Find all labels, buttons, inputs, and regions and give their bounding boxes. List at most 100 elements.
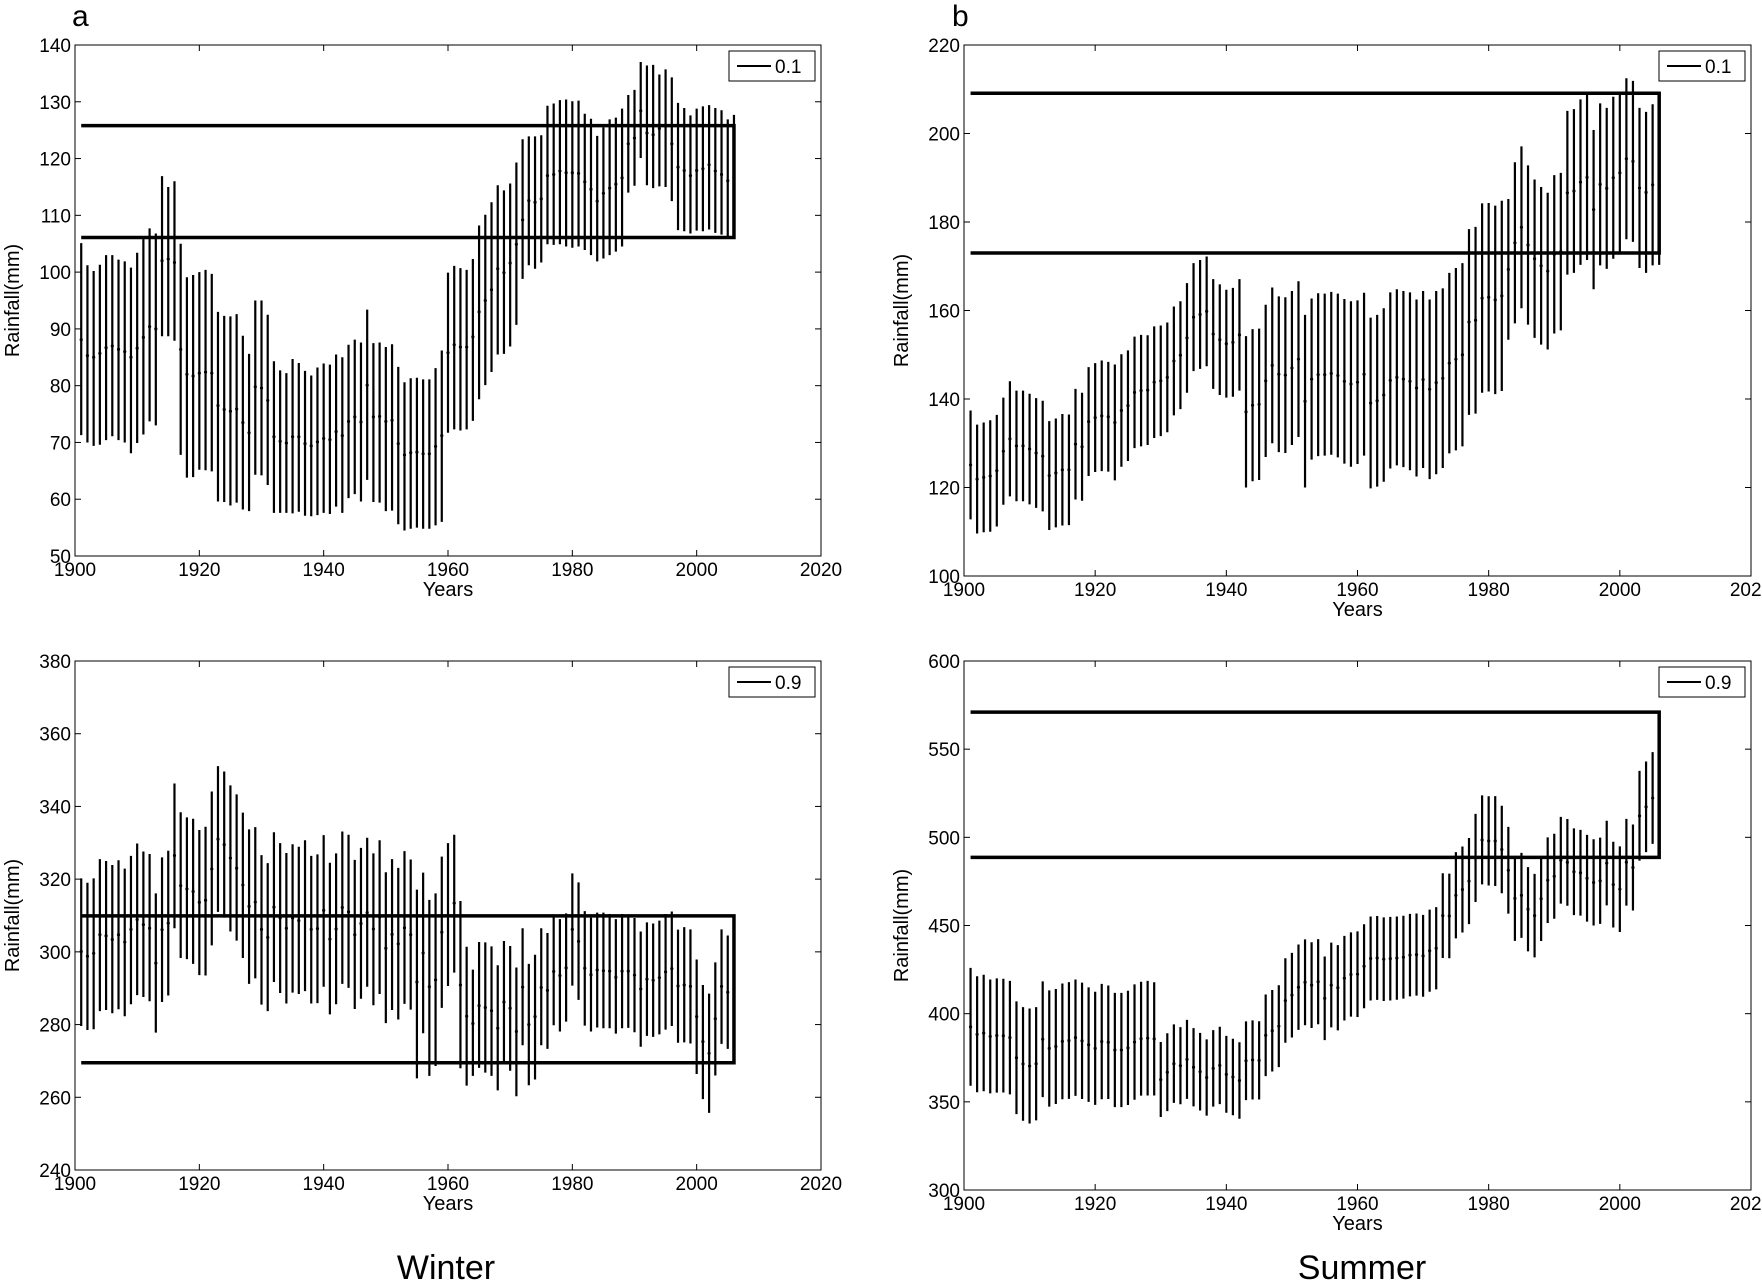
y-tick-label: 300 <box>39 943 71 964</box>
median-point <box>576 939 581 943</box>
median-point <box>1119 1048 1123 1052</box>
median-point <box>1113 1048 1117 1052</box>
median-point <box>216 403 220 408</box>
median-point <box>1014 444 1019 448</box>
median-point <box>1119 408 1123 413</box>
median-point <box>166 921 170 925</box>
y-tick-label: 140 <box>39 36 71 57</box>
median-point <box>471 1021 475 1026</box>
median-point <box>415 450 419 454</box>
median-point <box>645 131 649 135</box>
median-point <box>440 434 444 438</box>
median-point <box>1185 1057 1189 1061</box>
y-tick-label: 100 <box>39 263 71 284</box>
median-point <box>1395 956 1399 960</box>
median-point <box>558 973 562 978</box>
median-point <box>135 346 139 350</box>
median-point <box>1401 377 1406 381</box>
median-point <box>1421 377 1425 382</box>
median-point <box>116 347 121 351</box>
median-point <box>160 259 164 263</box>
x-tick-label: 1920 <box>1074 580 1116 601</box>
median-point <box>235 866 239 870</box>
median-point <box>1296 985 1301 989</box>
median-point <box>1270 1029 1274 1033</box>
median-point <box>688 173 693 178</box>
median-point <box>614 975 618 979</box>
median-point <box>253 385 257 389</box>
median-point <box>328 438 332 442</box>
median-point <box>726 179 730 183</box>
median-point <box>502 1000 506 1004</box>
median-point <box>247 904 251 909</box>
median-point <box>1382 393 1386 397</box>
median-point <box>353 415 357 419</box>
x-axis-label: Years <box>1332 599 1382 621</box>
x-tick-label: 1900 <box>54 1174 96 1195</box>
median-point <box>1027 1064 1032 1068</box>
median-point <box>1231 340 1235 344</box>
legend: 0.1 <box>728 50 816 82</box>
median-point <box>1323 996 1327 1000</box>
median-point <box>1578 180 1583 184</box>
median-point <box>1487 295 1491 299</box>
median-point <box>508 261 512 265</box>
legend: 0.1 <box>1658 50 1746 82</box>
median-point <box>1257 1058 1261 1062</box>
median-point <box>1401 955 1406 959</box>
x-tick-label: 2000 <box>676 1174 718 1195</box>
x-tick-label: 1960 <box>427 1174 469 1195</box>
median-point <box>1060 1039 1064 1043</box>
median-point <box>272 905 276 909</box>
median-point <box>427 452 431 456</box>
median-point <box>552 969 556 974</box>
median-point <box>1605 861 1609 865</box>
median-point <box>1487 839 1491 843</box>
y-axis-label: Rainfall(mm) <box>2 244 24 357</box>
median-point <box>166 257 170 261</box>
median-point <box>552 172 556 177</box>
median-point <box>1047 1046 1051 1051</box>
median-point <box>1355 380 1360 384</box>
y-tick-label: 550 <box>928 740 960 761</box>
median-point <box>1014 1056 1019 1060</box>
panel-letter-a: a <box>72 0 89 33</box>
median-point <box>297 918 301 923</box>
x-tick-label: 2000 <box>1599 580 1641 601</box>
median-point <box>533 1014 537 1019</box>
median-point <box>583 966 587 970</box>
median-point <box>1264 1033 1268 1037</box>
median-point <box>1211 332 1215 336</box>
median-point <box>1637 186 1642 190</box>
median-point <box>620 176 624 180</box>
median-point <box>483 298 487 303</box>
median-point <box>79 949 83 954</box>
median-point <box>639 987 643 991</box>
median-point <box>104 346 108 350</box>
reference-band-lines <box>81 123 736 240</box>
median-point <box>340 905 344 910</box>
median-point <box>328 937 332 941</box>
median-point <box>191 889 195 894</box>
median-point <box>1460 353 1465 357</box>
x-tick-label: 1940 <box>1205 580 1247 601</box>
median-point <box>695 1014 699 1019</box>
median-point <box>1296 357 1301 361</box>
median-point <box>365 910 369 915</box>
median-point <box>446 351 450 355</box>
median-point <box>1441 914 1445 918</box>
median-point <box>1303 980 1307 984</box>
median-point <box>1428 949 1432 953</box>
median-point <box>988 1034 992 1039</box>
median-point <box>1336 373 1340 378</box>
median-point <box>670 142 674 146</box>
median-point <box>1428 387 1432 391</box>
median-point <box>1329 371 1333 375</box>
median-point <box>1237 1078 1242 1083</box>
median-point <box>1323 373 1327 377</box>
median-point <box>1362 372 1366 376</box>
median-point <box>975 1032 979 1036</box>
chart-winter-q01: 1900 1920 1940 1960 1980 2000 2020 50 60 70 80 90 10… <box>2 36 842 601</box>
median-point <box>1651 796 1655 800</box>
median-point <box>371 927 375 931</box>
